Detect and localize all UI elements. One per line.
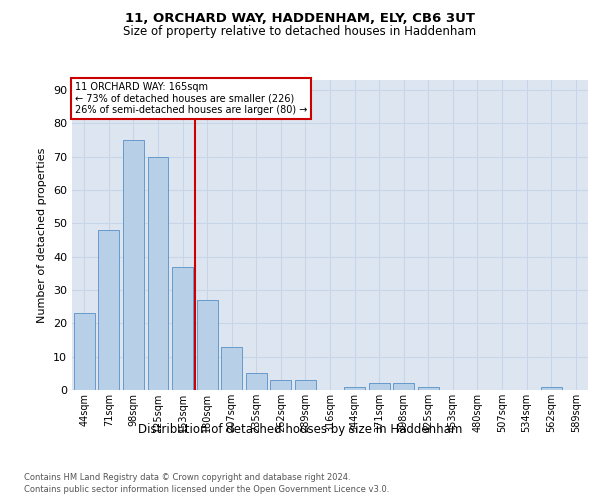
Text: Distribution of detached houses by size in Haddenham: Distribution of detached houses by size … (138, 422, 462, 436)
Text: Contains HM Land Registry data © Crown copyright and database right 2024.: Contains HM Land Registry data © Crown c… (24, 472, 350, 482)
Bar (221, 346, 242, 390)
Bar (98, 230, 119, 390)
Bar (393, 384, 414, 390)
Bar (271, 380, 292, 390)
Y-axis label: Number of detached properties: Number of detached properties (37, 148, 47, 322)
Bar (344, 386, 365, 390)
Text: 11 ORCHARD WAY: 165sqm
← 73% of detached houses are smaller (226)
26% of semi-de: 11 ORCHARD WAY: 165sqm ← 73% of detached… (74, 82, 307, 115)
Text: 11, ORCHARD WAY, HADDENHAM, ELY, CB6 3UT: 11, ORCHARD WAY, HADDENHAM, ELY, CB6 3UT (125, 12, 475, 26)
Bar (418, 386, 439, 390)
Bar (368, 384, 389, 390)
Bar (148, 156, 169, 390)
Bar (246, 374, 267, 390)
Bar (197, 300, 218, 390)
Bar (541, 386, 562, 390)
Bar (295, 380, 316, 390)
Bar (74, 314, 95, 390)
Bar (172, 266, 193, 390)
Text: Contains public sector information licensed under the Open Government Licence v3: Contains public sector information licen… (24, 485, 389, 494)
Bar (123, 140, 144, 390)
Text: Size of property relative to detached houses in Haddenham: Size of property relative to detached ho… (124, 25, 476, 38)
